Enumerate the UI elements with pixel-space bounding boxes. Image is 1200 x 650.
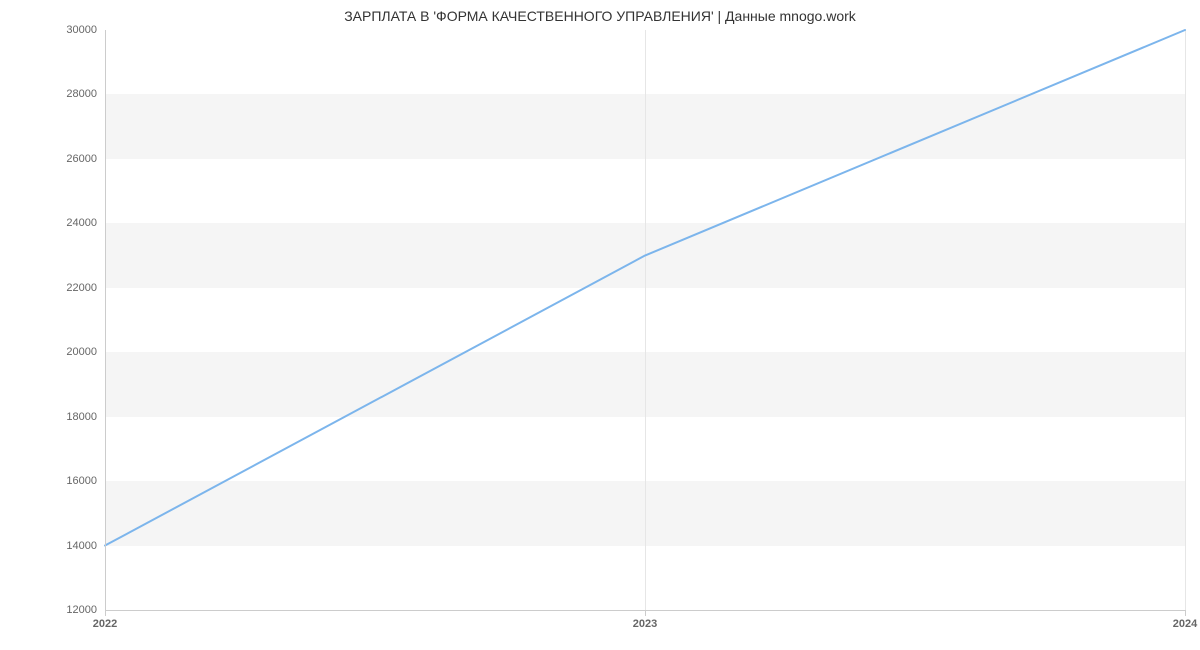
series-line	[105, 30, 1185, 610]
y-tick-label: 20000	[66, 346, 105, 358]
x-tick-label: 2022	[93, 610, 117, 630]
y-tick-label: 14000	[66, 540, 105, 552]
salary-chart: ЗАРПЛАТА В 'ФОРМА КАЧЕСТВЕННОГО УПРАВЛЕН…	[0, 0, 1200, 650]
y-axis-line	[105, 30, 106, 610]
y-tick-label: 22000	[66, 282, 105, 294]
y-tick-label: 28000	[66, 88, 105, 100]
x-tick-label: 2024	[1173, 610, 1197, 630]
y-tick-label: 24000	[66, 217, 105, 229]
y-tick-label: 16000	[66, 475, 105, 487]
y-tick-label: 30000	[66, 24, 105, 36]
gridline-vertical	[1185, 30, 1186, 610]
chart-title: ЗАРПЛАТА В 'ФОРМА КАЧЕСТВЕННОГО УПРАВЛЕН…	[0, 8, 1200, 24]
y-tick-label: 18000	[66, 411, 105, 423]
plot-area: 1200014000160001800020000220002400026000…	[105, 30, 1185, 610]
x-tick-label: 2023	[633, 610, 657, 630]
y-tick-label: 26000	[66, 153, 105, 165]
